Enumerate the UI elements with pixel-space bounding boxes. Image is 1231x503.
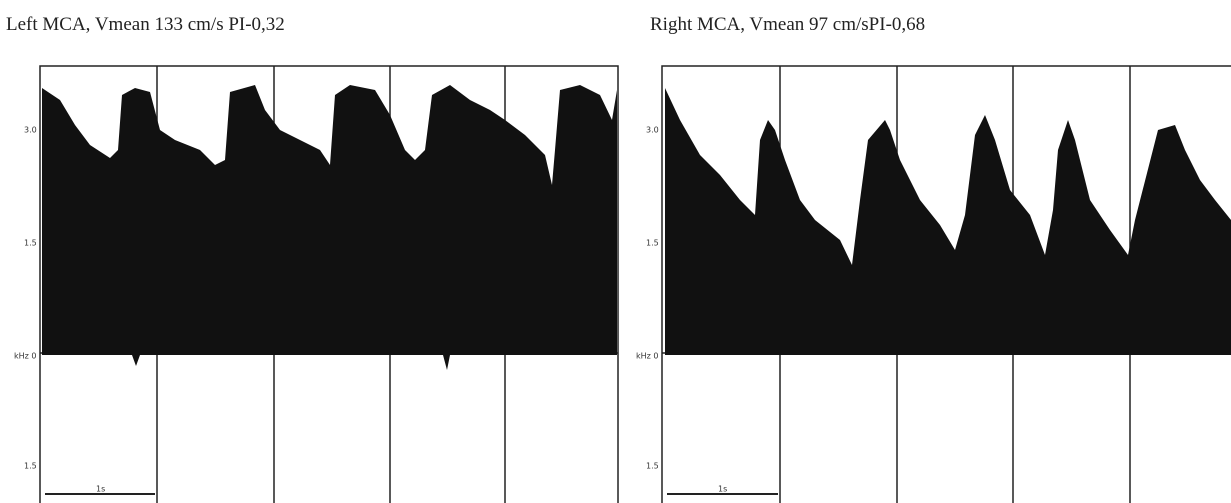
doppler-waveform: [665, 88, 1231, 355]
axis-label: 1.5: [24, 239, 37, 248]
axis-label: 3.0: [646, 126, 659, 135]
axis-label: kHz 0: [636, 352, 658, 361]
axis-label: 1.5: [24, 462, 37, 471]
axis-label: 1.5: [646, 462, 659, 471]
axis-label: kHz 0: [14, 352, 36, 361]
panel-title: Left MCA, Vmean 133 cm/s PI-0,32: [6, 14, 285, 35]
axis-label: 3.0: [24, 126, 37, 135]
axis-label: 1.5: [646, 239, 659, 248]
scale-label: 1s: [718, 485, 727, 494]
scale-label: 1s: [96, 485, 105, 494]
figure: Left MCA, Vmean 133 cm/s PI-0,32 3.0 1.5…: [0, 0, 1231, 503]
panel-title: Right MCA, Vmean 97 cm/sPI-0,68: [650, 14, 925, 35]
doppler-waveform: [42, 85, 617, 370]
